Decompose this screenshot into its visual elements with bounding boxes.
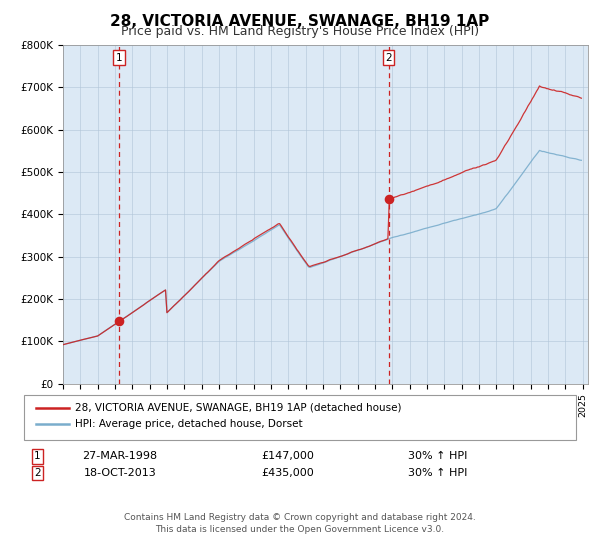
Point <box>384 195 394 204</box>
Text: 18-OCT-2013: 18-OCT-2013 <box>83 468 157 478</box>
Text: 27-MAR-1998: 27-MAR-1998 <box>82 451 158 461</box>
Text: Price paid vs. HM Land Registry's House Price Index (HPI): Price paid vs. HM Land Registry's House … <box>121 25 479 38</box>
Text: £435,000: £435,000 <box>262 468 314 478</box>
Text: 30% ↑ HPI: 30% ↑ HPI <box>409 468 467 478</box>
Point <box>114 317 124 326</box>
Text: Contains HM Land Registry data © Crown copyright and database right 2024.: Contains HM Land Registry data © Crown c… <box>124 514 476 522</box>
Text: £147,000: £147,000 <box>262 451 314 461</box>
Text: 1: 1 <box>34 451 41 461</box>
Text: HPI: Average price, detached house, Dorset: HPI: Average price, detached house, Dors… <box>75 419 302 429</box>
Text: 28, VICTORIA AVENUE, SWANAGE, BH19 1AP: 28, VICTORIA AVENUE, SWANAGE, BH19 1AP <box>110 14 490 29</box>
Text: This data is licensed under the Open Government Licence v3.0.: This data is licensed under the Open Gov… <box>155 525 445 534</box>
Text: 1: 1 <box>116 53 122 63</box>
Text: 2: 2 <box>34 468 41 478</box>
Text: 30% ↑ HPI: 30% ↑ HPI <box>409 451 467 461</box>
Text: 2: 2 <box>385 53 392 63</box>
Text: 28, VICTORIA AVENUE, SWANAGE, BH19 1AP (detached house): 28, VICTORIA AVENUE, SWANAGE, BH19 1AP (… <box>75 403 401 413</box>
